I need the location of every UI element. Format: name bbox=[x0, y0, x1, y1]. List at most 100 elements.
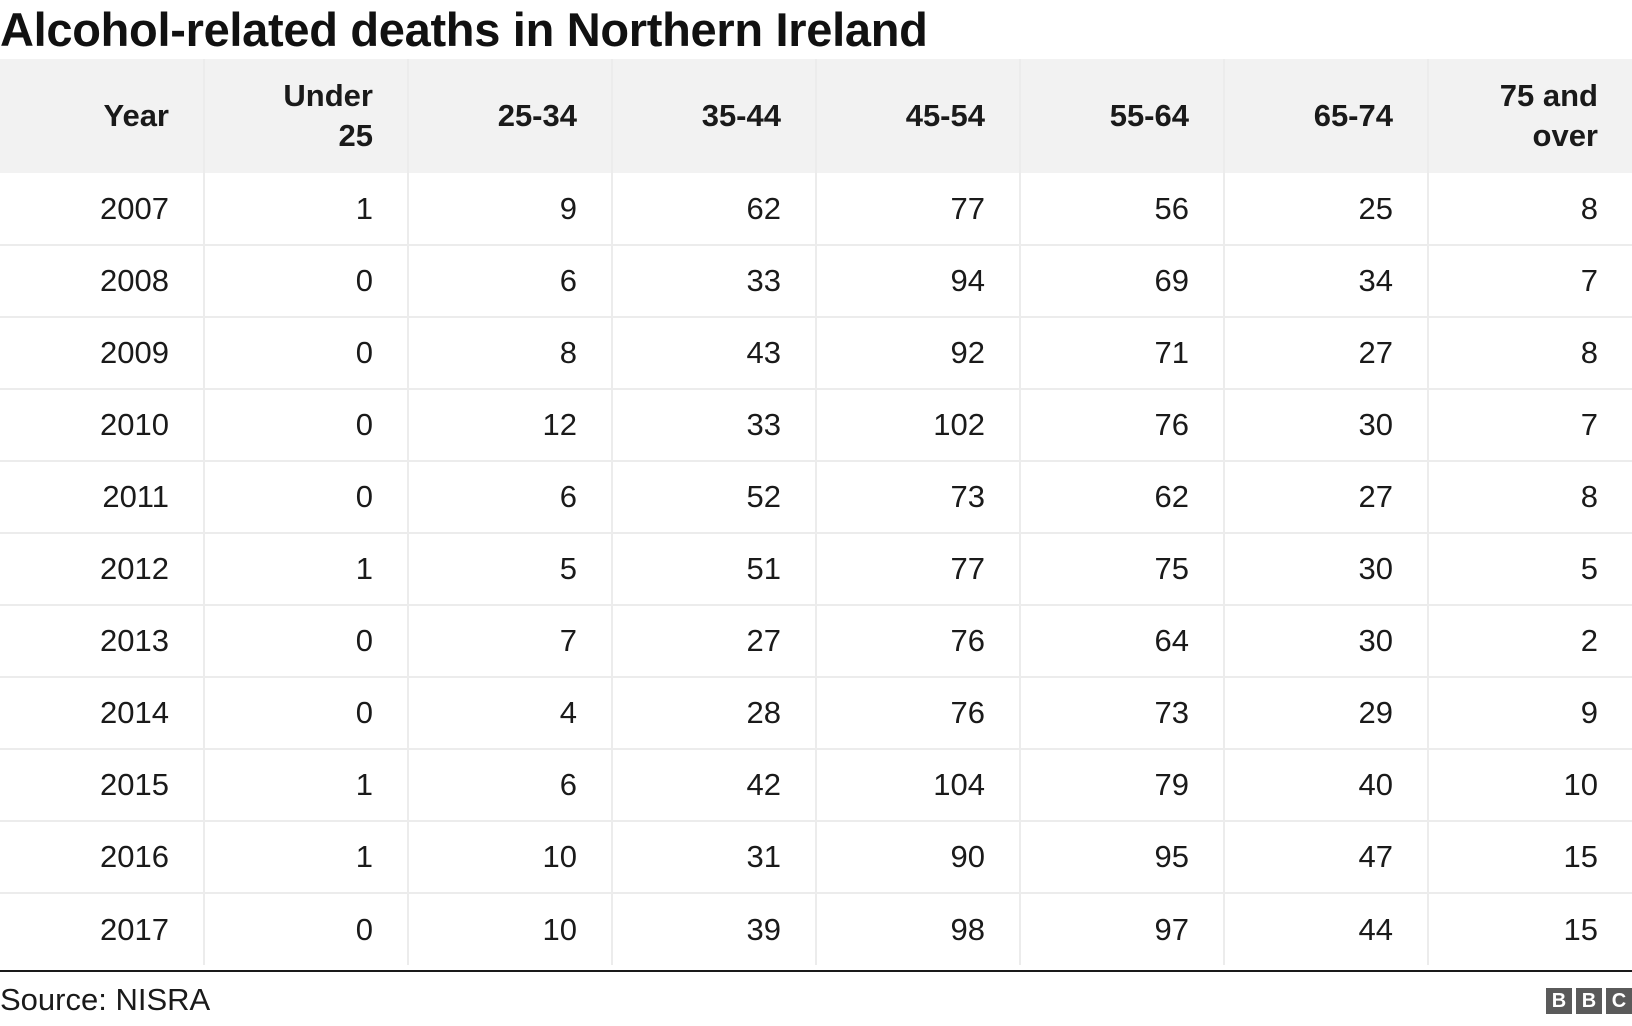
table-row: 2012 1 5 51 77 75 30 5 bbox=[0, 532, 1632, 605]
value-cell: 15 bbox=[1428, 892, 1632, 965]
table-row: 2007 1 9 62 77 56 25 8 bbox=[0, 173, 1632, 245]
value-cell: 1 bbox=[204, 173, 409, 245]
bbc-logo-letter: B bbox=[1546, 988, 1572, 1014]
table-row: 2014 0 4 28 76 73 29 9 bbox=[0, 676, 1632, 749]
column-header-label: 25-34 bbox=[497, 98, 577, 133]
table-header-row: Year Under 25 25-34 35-44 45-54 55-64 65-74 75 a… bbox=[0, 59, 1632, 173]
value-cell: 94 bbox=[816, 244, 1021, 317]
value-cell: 1 bbox=[204, 820, 409, 893]
value-cell: 8 bbox=[1428, 316, 1632, 389]
value-cell: 71 bbox=[1020, 316, 1225, 389]
column-header-label: Under bbox=[283, 78, 373, 113]
column-header: 25-34 bbox=[408, 59, 613, 173]
value-cell: 52 bbox=[612, 460, 817, 533]
table-body: 2007 1 9 62 77 56 25 8 2008 0 6 33 94 69 34 7 2009 0 8 43 92… bbox=[0, 173, 1632, 965]
value-cell: 0 bbox=[204, 244, 409, 317]
table-row: 2011 0 6 52 73 62 27 8 bbox=[0, 460, 1632, 533]
source-note: Source: NISRA bbox=[0, 982, 211, 1017]
table-row: 2010 0 12 33 102 76 30 7 bbox=[0, 388, 1632, 461]
value-cell: 30 bbox=[1224, 532, 1429, 605]
value-cell: 0 bbox=[204, 316, 409, 389]
value-cell: 2 bbox=[1428, 604, 1632, 677]
column-header: 45-54 bbox=[816, 59, 1021, 173]
value-cell: 10 bbox=[1428, 748, 1632, 821]
value-cell: 73 bbox=[816, 460, 1021, 533]
table-row: 2008 0 6 33 94 69 34 7 bbox=[0, 244, 1632, 317]
value-cell: 7 bbox=[1428, 388, 1632, 461]
value-cell: 33 bbox=[612, 388, 817, 461]
value-cell: 73 bbox=[1020, 676, 1225, 749]
column-header-label: 25 bbox=[338, 118, 373, 153]
value-cell: 1 bbox=[204, 748, 409, 821]
column-header-label: 35-44 bbox=[701, 98, 781, 133]
value-cell: 0 bbox=[204, 676, 409, 749]
column-header-label: 45-54 bbox=[905, 98, 985, 133]
value-cell: 75 bbox=[1020, 532, 1225, 605]
value-cell: 5 bbox=[408, 532, 613, 605]
column-header: 35-44 bbox=[612, 59, 817, 173]
column-header: Under 25 bbox=[204, 59, 409, 173]
column-header: 55-64 bbox=[1020, 59, 1225, 173]
value-cell: 39 bbox=[612, 892, 817, 965]
value-cell: 64 bbox=[1020, 604, 1225, 677]
bottom-divider bbox=[0, 970, 1632, 972]
column-header-label: 65-74 bbox=[1313, 98, 1393, 133]
value-cell: 76 bbox=[816, 604, 1021, 677]
value-cell: 76 bbox=[816, 676, 1021, 749]
table-row: 2013 0 7 27 76 64 30 2 bbox=[0, 604, 1632, 677]
year-cell: 2013 bbox=[0, 604, 205, 677]
value-cell: 10 bbox=[408, 892, 613, 965]
value-cell: 51 bbox=[612, 532, 817, 605]
bbc-logo-letter: B bbox=[1576, 988, 1602, 1014]
value-cell: 6 bbox=[408, 460, 613, 533]
value-cell: 98 bbox=[816, 892, 1021, 965]
value-cell: 95 bbox=[1020, 820, 1225, 893]
value-cell: 4 bbox=[408, 676, 613, 749]
value-cell: 47 bbox=[1224, 820, 1429, 893]
value-cell: 29 bbox=[1224, 676, 1429, 749]
year-cell: 2007 bbox=[0, 173, 205, 245]
value-cell: 9 bbox=[1428, 676, 1632, 749]
value-cell: 10 bbox=[408, 820, 613, 893]
value-cell: 6 bbox=[408, 748, 613, 821]
bbc-logo: B B C bbox=[1546, 988, 1632, 1014]
column-header: 65-74 bbox=[1224, 59, 1429, 173]
year-cell: 2017 bbox=[0, 892, 205, 965]
value-cell: 1 bbox=[204, 532, 409, 605]
year-cell: 2009 bbox=[0, 316, 205, 389]
value-cell: 56 bbox=[1020, 173, 1225, 245]
value-cell: 69 bbox=[1020, 244, 1225, 317]
table-row: 2009 0 8 43 92 71 27 8 bbox=[0, 316, 1632, 389]
value-cell: 92 bbox=[816, 316, 1021, 389]
value-cell: 12 bbox=[408, 388, 613, 461]
column-header-label: over bbox=[1532, 118, 1598, 153]
value-cell: 62 bbox=[1020, 460, 1225, 533]
value-cell: 8 bbox=[1428, 460, 1632, 533]
year-cell: 2008 bbox=[0, 244, 205, 317]
value-cell: 102 bbox=[816, 388, 1021, 461]
column-header-label: Year bbox=[103, 98, 169, 133]
value-cell: 77 bbox=[816, 532, 1021, 605]
value-cell: 25 bbox=[1224, 173, 1429, 245]
data-table-container: Year Under 25 25-34 35-44 45-54 55-64 65-74 75 a… bbox=[0, 59, 1632, 965]
value-cell: 8 bbox=[408, 316, 613, 389]
value-cell: 8 bbox=[1580, 190, 1598, 226]
bbc-logo-letter: C bbox=[1606, 988, 1632, 1014]
value-cell: 30 bbox=[1224, 604, 1429, 677]
value-cell: 79 bbox=[1020, 748, 1225, 821]
value-cell: 43 bbox=[612, 316, 817, 389]
value-cell: 77 bbox=[816, 173, 1021, 245]
year-cell: 2010 bbox=[0, 388, 205, 461]
value-cell: 27 bbox=[1224, 316, 1429, 389]
value-cell: 90 bbox=[816, 820, 1021, 893]
year-cell: 2011 bbox=[0, 460, 205, 533]
year-cell: 2015 bbox=[0, 748, 205, 821]
value-cell: 6 bbox=[408, 244, 613, 317]
value-cell: 0 bbox=[204, 388, 409, 461]
table-row: 2016 1 10 31 90 95 47 15 bbox=[0, 820, 1632, 893]
value-cell: 31 bbox=[612, 820, 817, 893]
value-cell: 30 bbox=[1224, 388, 1429, 461]
value-cell: 27 bbox=[1224, 460, 1429, 533]
value-cell: 7 bbox=[1428, 244, 1632, 317]
year-cell: 2014 bbox=[0, 676, 205, 749]
